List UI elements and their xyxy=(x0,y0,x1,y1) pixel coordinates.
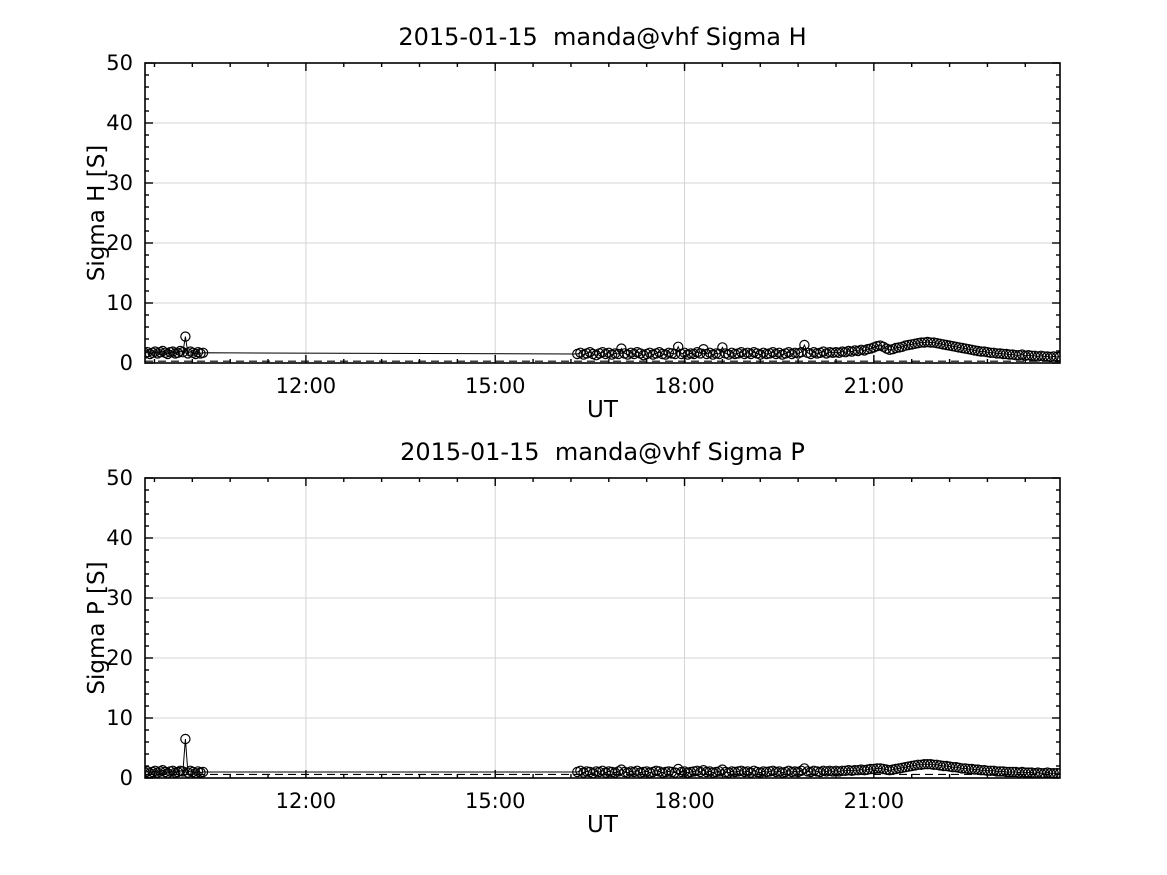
y-tick-label: 30 xyxy=(106,586,133,610)
y-tick-label: 10 xyxy=(106,706,133,730)
y-tick-label: 20 xyxy=(106,231,133,255)
y-tick-label: 10 xyxy=(106,291,133,315)
x-tick-label: 15:00 xyxy=(465,374,526,398)
y-tick-label: 0 xyxy=(120,351,133,375)
x-tick-label: 21:00 xyxy=(844,374,905,398)
x-tick-label: 12:00 xyxy=(276,789,337,813)
x-tick-label: 18:00 xyxy=(654,374,715,398)
plot-title-sigma-p: 2015-01-15 manda@vhf Sigma P xyxy=(400,438,805,466)
axes-border xyxy=(144,62,1061,364)
x-tick-label: 15:00 xyxy=(465,789,526,813)
tick-marks xyxy=(145,477,1060,779)
plot-title-sigma-h: 2015-01-15 manda@vhf Sigma H xyxy=(398,23,807,51)
axes-border xyxy=(144,477,1061,779)
x-tick-label: 21:00 xyxy=(844,789,905,813)
y-tick-label: 50 xyxy=(106,466,133,490)
y-tick-label: 20 xyxy=(106,646,133,670)
y-tick-label: 50 xyxy=(106,51,133,75)
tick-marks xyxy=(145,62,1060,364)
subplot-sigma-h: 12:00 15:00 18:00 21:00 0 10 20 30 40 50 xyxy=(106,51,1061,398)
tick-labels: 12:00 15:00 18:00 21:00 0 10 20 30 40 50 xyxy=(106,466,904,813)
y-tick-label: 40 xyxy=(106,111,133,135)
x-tick-label: 12:00 xyxy=(276,374,337,398)
x-axis-label-ut-top: UT xyxy=(587,397,618,423)
x-axis-label-ut-bottom: UT xyxy=(587,812,618,838)
subplot-sigma-p: 12:00 15:00 18:00 21:00 0 10 20 30 40 50 xyxy=(106,466,1061,813)
grid-lines xyxy=(145,477,1060,779)
y-tick-label: 40 xyxy=(106,526,133,550)
grid-lines xyxy=(145,62,1060,364)
tick-labels: 12:00 15:00 18:00 21:00 0 10 20 30 40 50 xyxy=(106,51,904,398)
y-tick-label: 30 xyxy=(106,171,133,195)
x-tick-label: 18:00 xyxy=(654,789,715,813)
sigma-h-series xyxy=(145,331,1060,363)
y-tick-label: 0 xyxy=(120,766,133,790)
